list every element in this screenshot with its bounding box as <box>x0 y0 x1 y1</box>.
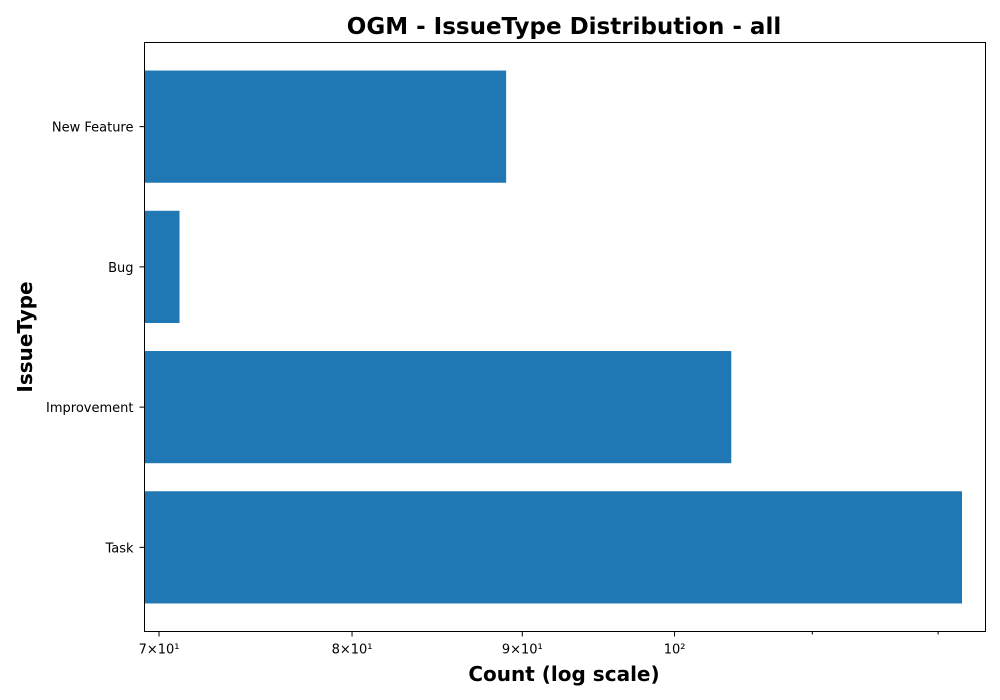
y-axis-label: IssueType <box>13 281 37 392</box>
x-tick-label: 7×10¹ <box>139 643 180 658</box>
x-axis-label: Count (log scale) <box>468 662 659 686</box>
x-axis-ticks: 7×10¹ 8×10¹ 9×10¹ 10² <box>139 631 939 658</box>
x-tick-label: 10² <box>664 643 686 658</box>
x-tick-label: 9×10¹ <box>502 643 543 658</box>
bar-bug <box>144 210 180 323</box>
y-tick-label: Improvement <box>46 401 133 416</box>
chart-title: OGM - IssueType Distribution - all <box>347 14 781 40</box>
bar-task <box>144 491 962 604</box>
y-tick-label: Bug <box>108 261 133 276</box>
y-tick-label: Task <box>104 541 134 556</box>
y-axis-ticks: Task Improvement Bug New Feature <box>46 121 145 556</box>
x-tick-label: 8×10¹ <box>332 643 373 658</box>
y-tick-label: New Feature <box>52 121 134 136</box>
plot-frame <box>144 42 986 632</box>
bar-new-feature <box>144 70 507 183</box>
bar-improvement <box>144 351 732 464</box>
bars-layer <box>144 70 962 604</box>
